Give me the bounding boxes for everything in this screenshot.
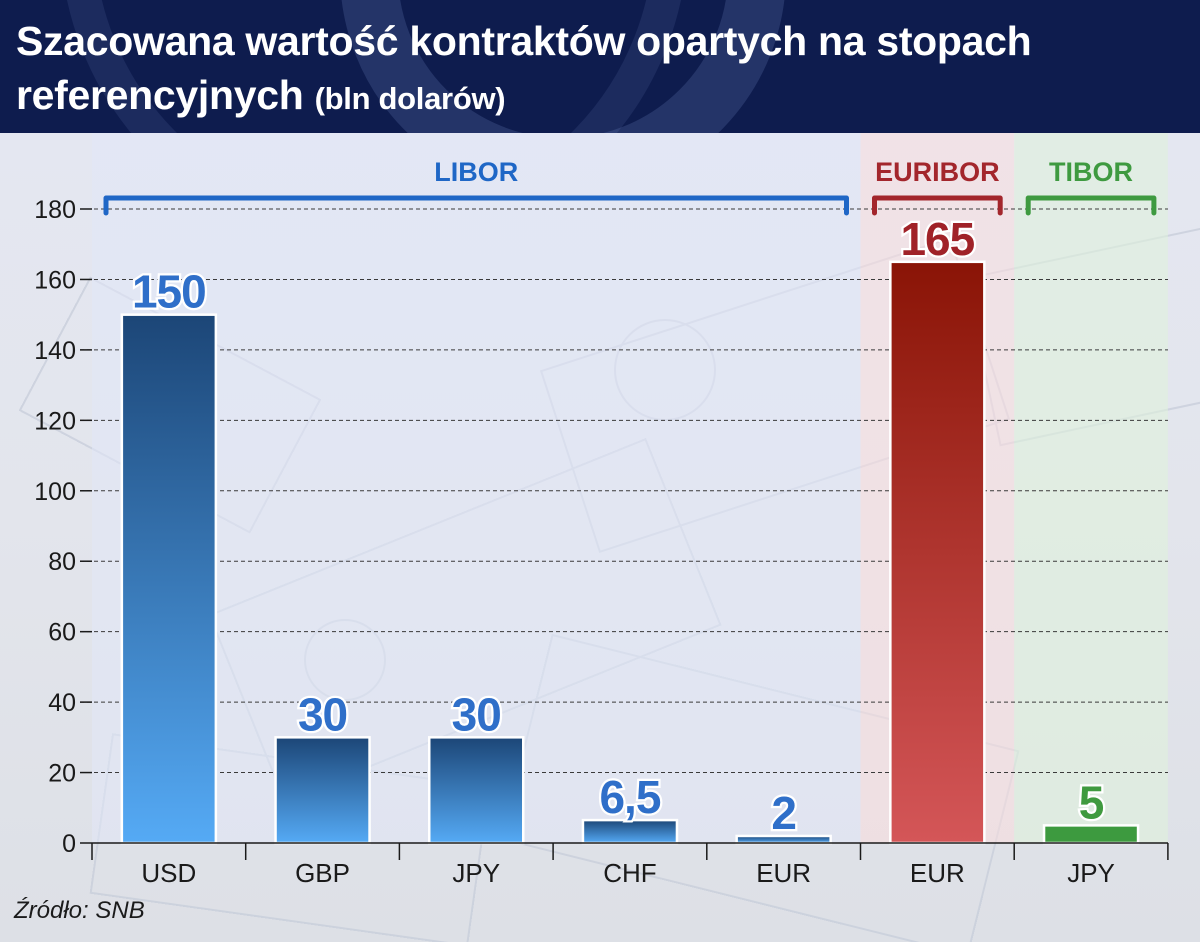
value-label: 150 — [132, 266, 206, 318]
y-tick-label: 60 — [48, 619, 76, 647]
value-label: 30 — [452, 688, 501, 740]
source-note: Źródło: SNB — [14, 897, 145, 924]
zone-libor — [92, 133, 861, 843]
value-label: 165 — [900, 213, 974, 265]
bar-usd — [120, 313, 218, 845]
x-tick-label: CHF — [603, 858, 656, 888]
bracket-euribor — [872, 195, 1003, 216]
y-tick-label: 100 — [34, 478, 76, 506]
group-label-tibor: TIBOR — [1049, 157, 1133, 187]
value-labels: 150 30 30 6,5 2 165 5 — [130, 211, 1107, 842]
chart-title: Szacowana wartość kontraktów opartych na… — [16, 18, 1032, 118]
group-zones — [92, 133, 1168, 843]
group-label-euribor: EURIBOR — [875, 157, 1000, 187]
x-tick-label: GBP — [295, 858, 350, 888]
x-tick-label: JPY — [1067, 858, 1115, 888]
y-tick-label: 20 — [48, 760, 76, 788]
zone-tibor — [1014, 133, 1168, 843]
chart-title-block: Szacowana wartość kontraktów opartych na… — [16, 14, 1186, 126]
x-tick-label: JPY — [452, 858, 500, 888]
header-bar: Szacowana wartość kontraktów opartych na… — [0, 0, 1200, 133]
y-tick-label: 160 — [34, 266, 76, 294]
y-tick-label: 0 — [62, 830, 76, 858]
x-tick-label: USD — [141, 858, 196, 888]
x-tick-label: EUR — [910, 858, 965, 888]
y-axis: 0 20 40 60 80 100 120 140 160 180 — [34, 196, 92, 858]
y-tick-label: 40 — [48, 689, 76, 717]
x-tick-label: EUR — [756, 858, 811, 888]
group-brackets: LIBOR EURIBOR TIBOR — [103, 157, 1157, 216]
group-label-libor: LIBOR — [434, 157, 518, 187]
x-axis: USD GBP JPY CHF EUR EUR JPY — [91, 842, 1169, 888]
bar-gbp — [274, 736, 371, 845]
bracket-libor — [103, 195, 849, 216]
bar-chf — [581, 818, 679, 845]
bar-eur — [889, 260, 986, 845]
y-tick-label: 180 — [34, 196, 76, 224]
bracket-tibor — [1025, 195, 1157, 216]
bar-chart: 0 20 40 60 80 100 120 140 160 180 USD GBP JPY CHF EUR… — [34, 133, 1169, 888]
gridlines — [80, 208, 1168, 774]
value-label: 2 — [771, 787, 796, 839]
value-label: 6,5 — [599, 771, 660, 823]
bars — [120, 260, 1140, 845]
y-tick-label: 140 — [34, 337, 76, 365]
value-label: 5 — [1079, 776, 1104, 828]
chart-subtitle: (bln dolarów) — [314, 81, 506, 116]
y-tick-label: 120 — [34, 407, 76, 435]
value-label: 30 — [298, 688, 347, 740]
bar-jpy — [428, 736, 525, 845]
y-tick-label: 80 — [48, 548, 76, 576]
